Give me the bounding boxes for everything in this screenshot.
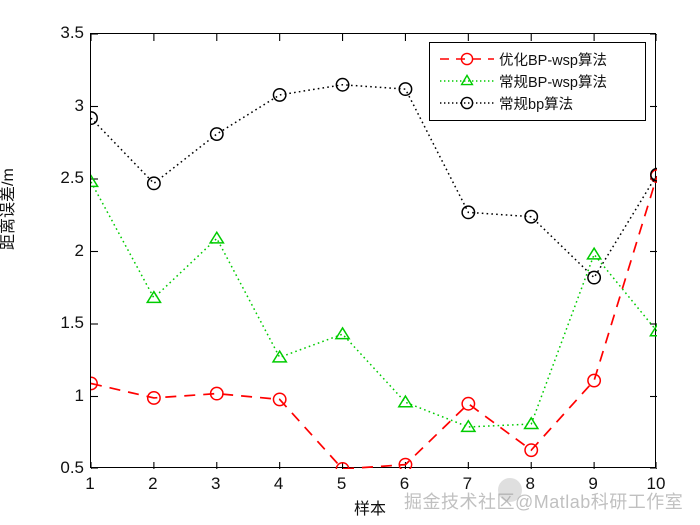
x-axis-tick-label: 7 <box>462 474 473 493</box>
watermark-text: 掘金技术社区@Matlab科研工作室 <box>404 492 684 512</box>
data-point-marker <box>334 326 351 340</box>
y-axis-tick-label: 1.5 <box>60 313 84 332</box>
legend-label: 优化BP-wsp算法 <box>499 52 607 69</box>
data-point-marker <box>272 392 287 407</box>
x-axis-tick-label: 4 <box>273 474 284 493</box>
x-axis-tick-label: 5 <box>336 474 347 493</box>
x-axis-tick-label: 3 <box>211 474 221 493</box>
data-point-marker <box>209 386 224 401</box>
data-point-marker <box>649 323 657 337</box>
legend-label: 常规BP-wsp算法 <box>499 74 607 91</box>
data-point-marker <box>398 82 413 97</box>
data-point-marker <box>145 290 162 304</box>
circle-logo-icon <box>498 478 522 502</box>
legend-entry[interactable]: 优化BP-wsp算法 <box>438 48 639 70</box>
legend-marker-conventional-bp <box>440 96 494 110</box>
y-axis-tick-label: 1 <box>74 385 84 405</box>
y-axis-tick-label: 2 <box>74 240 84 260</box>
legend-entry[interactable]: 常规BP-wsp算法 <box>438 70 639 92</box>
data-point-marker <box>272 87 287 102</box>
x-axis-tick-label: 6 <box>399 474 410 493</box>
data-point-marker <box>146 176 161 191</box>
legend-marker-conventional-bp-wsp <box>440 74 494 86</box>
data-point-marker <box>146 391 161 405</box>
data-point-marker <box>586 246 603 260</box>
legend-marker-optimized-bp-wsp <box>440 52 494 66</box>
data-point-marker <box>208 230 225 244</box>
y-axis-tick-label: 2.5 <box>60 168 84 187</box>
data-point-marker <box>91 174 99 188</box>
data-point-marker <box>397 394 414 408</box>
x-axis-tick-label: 10 <box>646 474 666 493</box>
data-point-marker <box>587 373 602 388</box>
data-point-marker <box>271 349 288 363</box>
legend-entry[interactable]: 常规bp算法 <box>438 92 639 114</box>
data-point-marker <box>460 419 477 433</box>
data-point-marker <box>91 111 98 126</box>
y-axis-tick-label: 3.5 <box>60 23 84 42</box>
data-point-marker <box>461 396 476 411</box>
x-axis-label: 样本 <box>353 501 387 518</box>
data-point-marker <box>209 127 224 142</box>
series-line <box>91 175 657 469</box>
data-point-marker <box>335 77 350 92</box>
data-point-marker <box>91 376 98 391</box>
legend[interactable]: 优化BP-wsp算法 常规BP-wsp算法 常规bp算法 <box>429 42 646 121</box>
y-axis-tick-label: 0.5 <box>60 458 84 477</box>
data-point-marker <box>524 209 539 224</box>
x-axis-tick-label: 1 <box>85 474 95 493</box>
chart-canvas <box>91 34 657 469</box>
data-point-marker <box>587 270 602 285</box>
x-axis-tick-label: 8 <box>525 474 535 493</box>
x-axis-tick-label: 2 <box>148 474 158 493</box>
y-axis-label: 距离误差/m <box>0 168 17 250</box>
data-point-marker <box>461 205 476 220</box>
data-point-marker <box>524 443 539 458</box>
series-line <box>91 83 657 279</box>
y-axis-tick-label: 3 <box>74 95 84 115</box>
x-axis-tick-label: 9 <box>588 474 598 493</box>
series-line <box>91 181 657 428</box>
data-point-marker <box>523 416 540 430</box>
data-point-marker <box>398 457 413 469</box>
legend-label: 常规bp算法 <box>499 96 574 113</box>
